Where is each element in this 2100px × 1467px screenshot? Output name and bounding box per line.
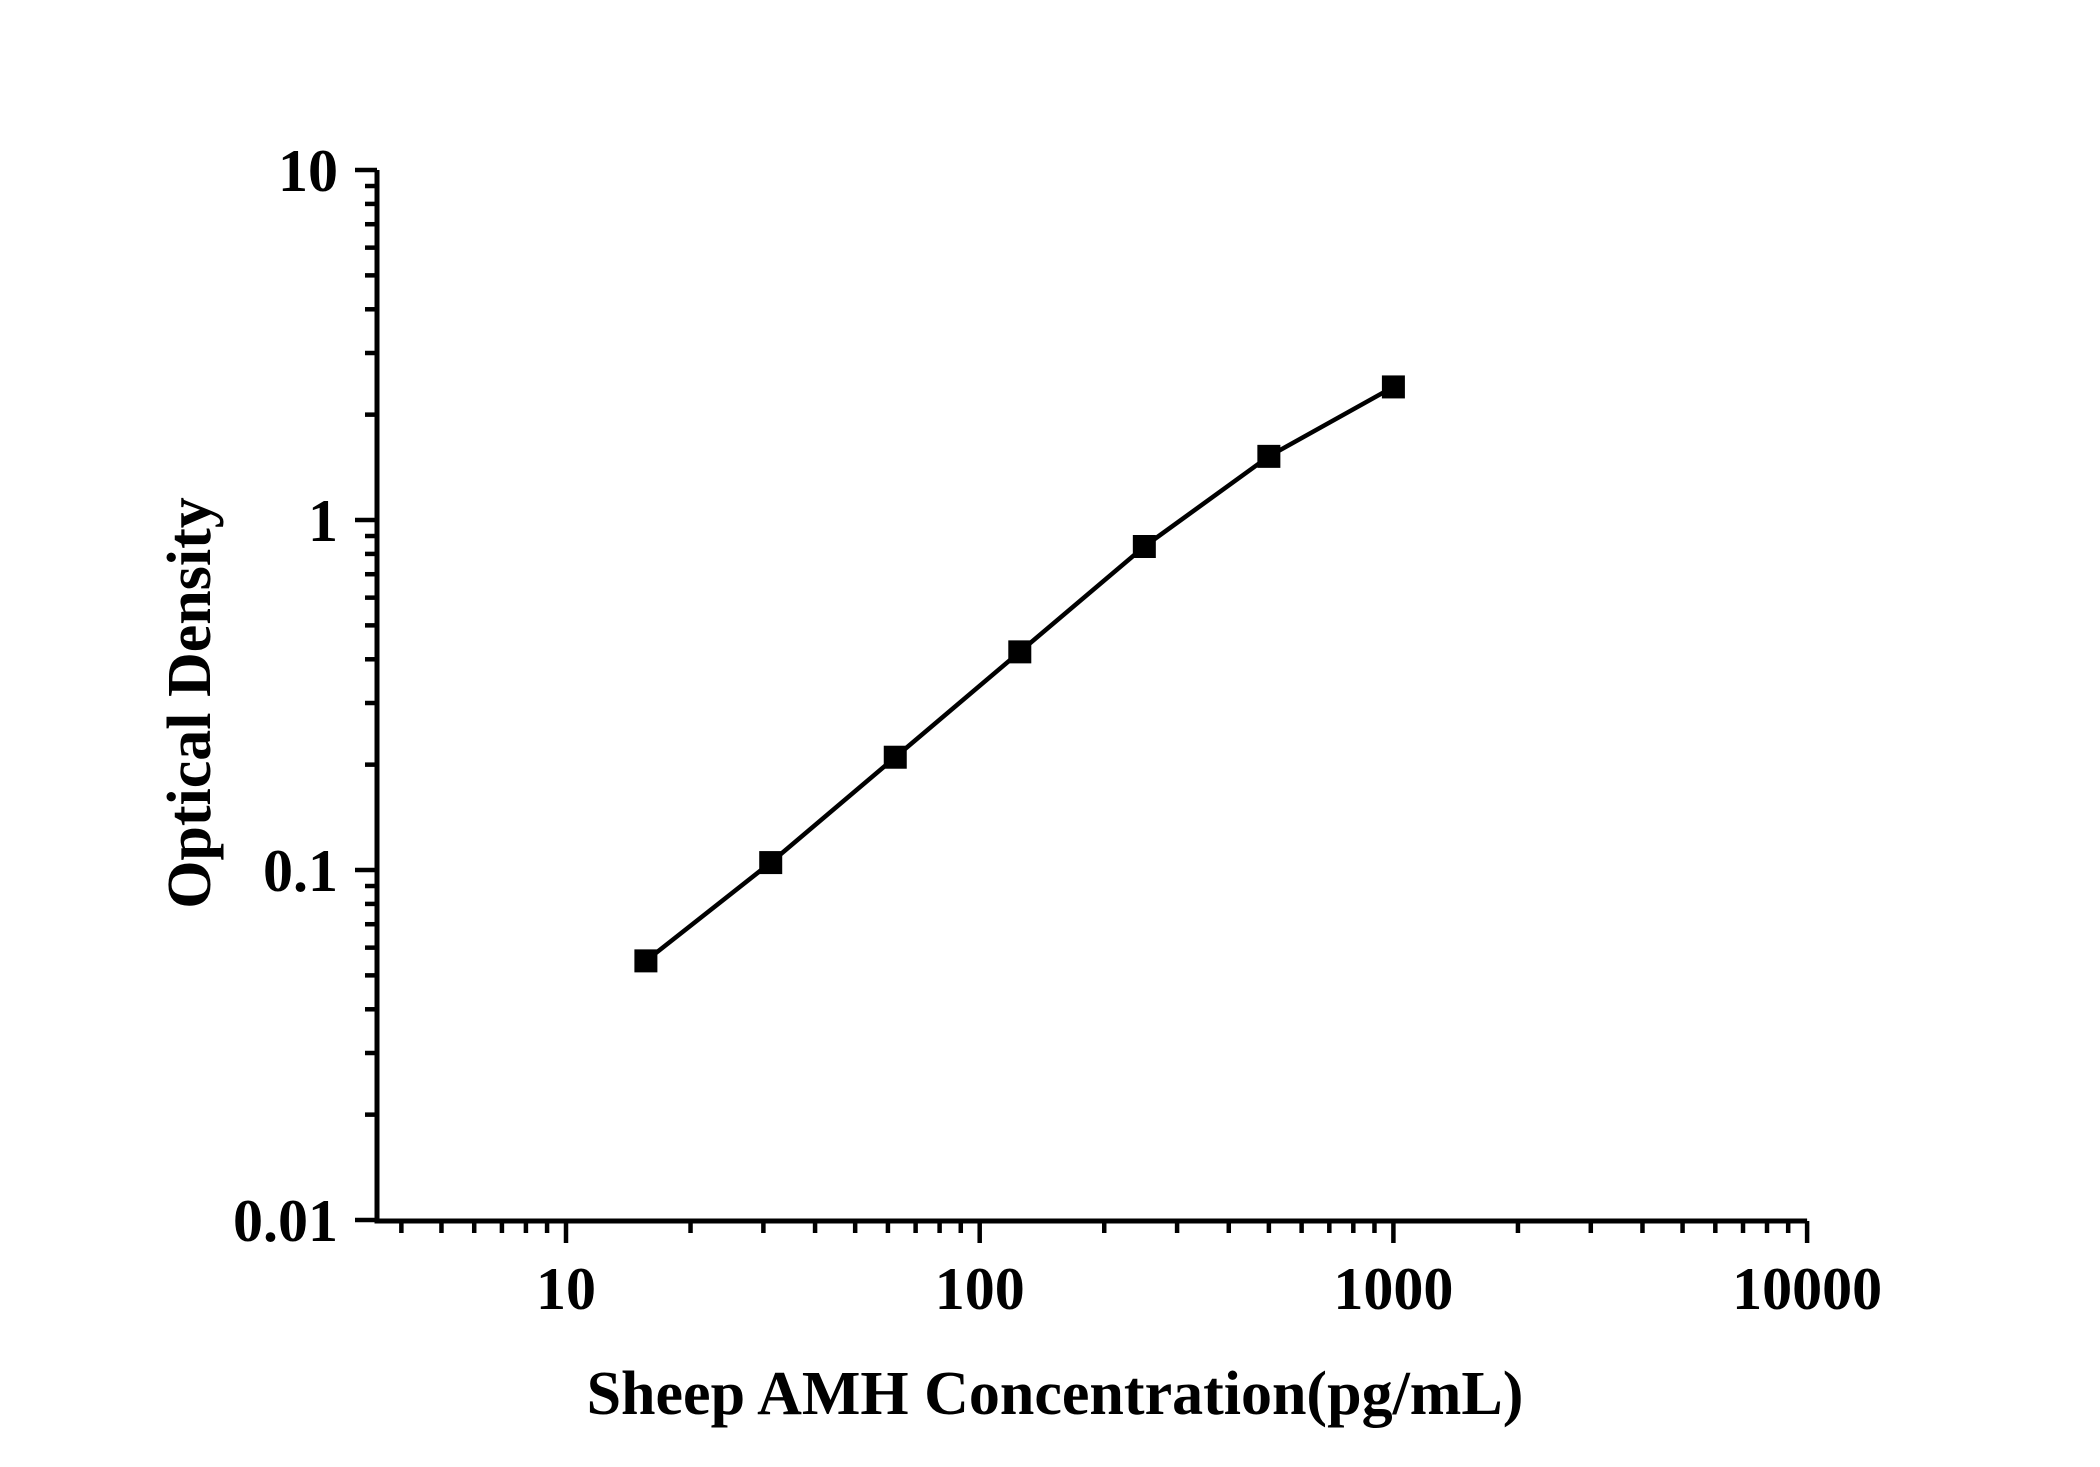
y-axis-title: Optical Density	[156, 497, 224, 909]
axis-spines	[374, 170, 1808, 1224]
data-point-marker	[634, 949, 658, 973]
data-point-marker	[1132, 535, 1156, 559]
x-axis-title: Sheep AMH Concentration(pg/mL)	[586, 1360, 1524, 1428]
y-tick-label: 1	[308, 488, 338, 554]
data-point-marker	[759, 851, 783, 875]
data-point-marker	[1257, 444, 1281, 468]
curve-line	[644, 384, 1395, 963]
data-point-marker	[1008, 640, 1032, 664]
data-point-marker	[1381, 375, 1405, 399]
y-tick-label: 0.01	[233, 1188, 338, 1254]
y-tick-label: 10	[278, 138, 338, 204]
x-tick-label: 100	[935, 1256, 1025, 1322]
x-tick-label: 10	[536, 1256, 596, 1322]
data-point-marker	[883, 745, 907, 769]
y-tick-label: 0.1	[263, 838, 338, 904]
x-tick-label: 1000	[1333, 1256, 1453, 1322]
x-tick-label: 10000	[1732, 1256, 1882, 1322]
